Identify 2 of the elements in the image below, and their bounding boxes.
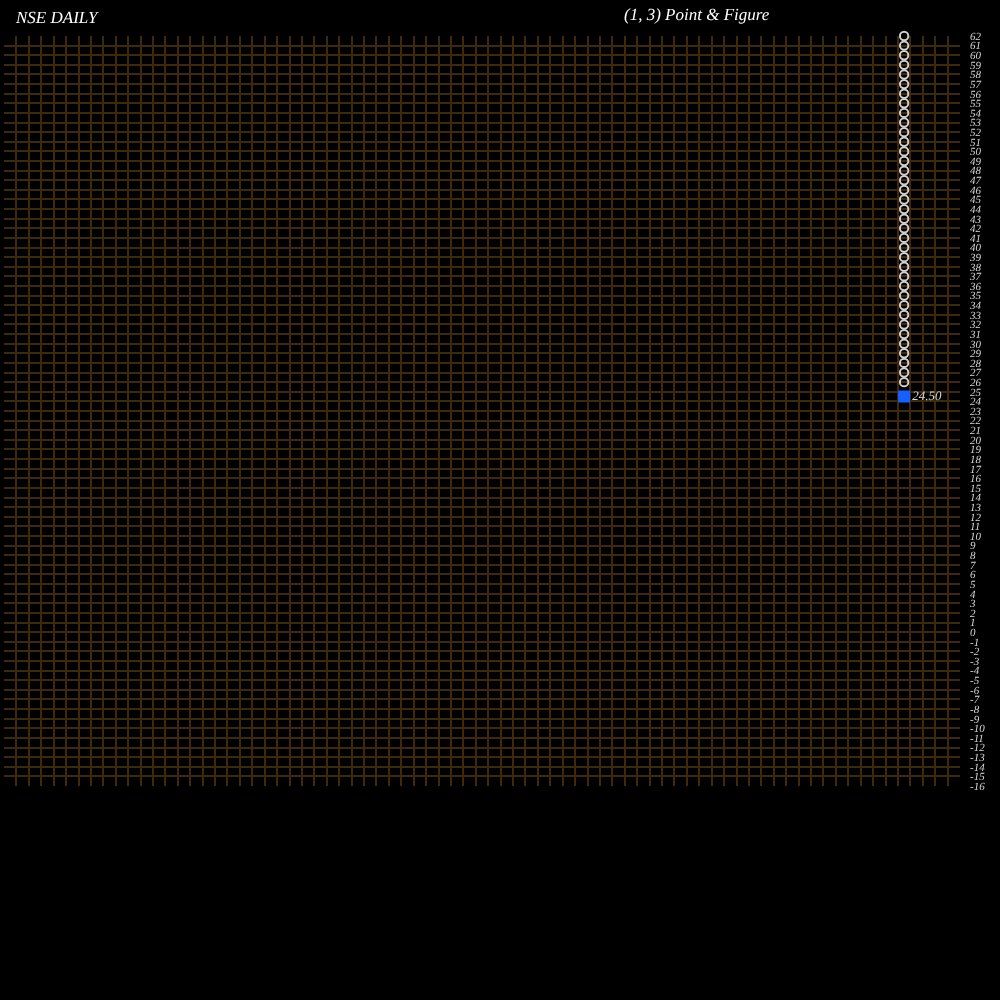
chart-subtitle: (1, 3) Point & Figure [624, 4, 770, 24]
chart-title: NSE DAILY [14, 6, 100, 27]
